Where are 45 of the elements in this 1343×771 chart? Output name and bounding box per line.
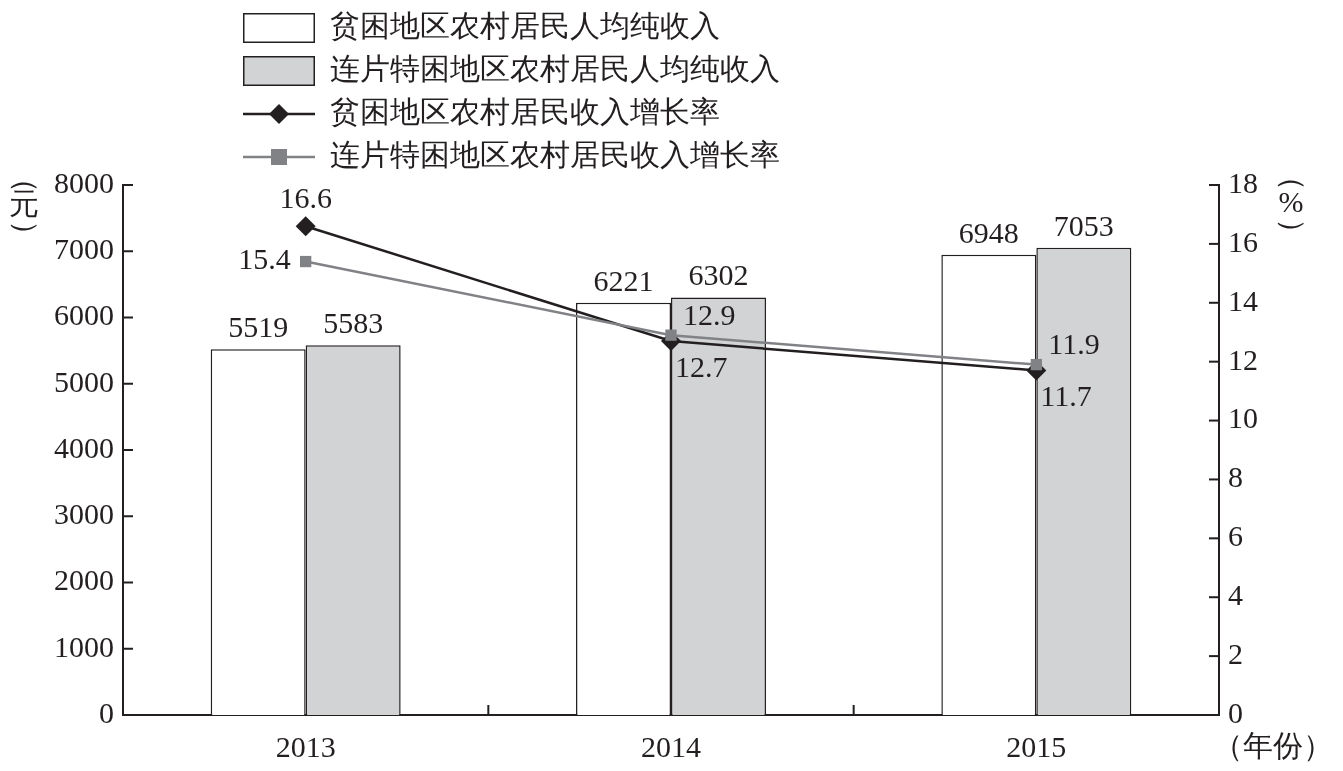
point [665,329,677,341]
data-label: 15.4 [238,242,291,276]
x-tick-label: 2013 [275,729,336,763]
point [300,255,312,268]
y2-tick-label: 18 [1228,165,1258,199]
y2-tick-label: 4 [1228,578,1243,612]
data-label: 6302 [688,258,749,292]
y-tick-label: 4000 [54,430,114,464]
data-label: 11.7 [1040,379,1092,413]
data-label: 5519 [228,310,289,344]
x-tick-label: 2014 [641,729,701,763]
y-tick-label: 3000 [54,497,114,531]
y2-tick-label: 2 [1228,636,1243,670]
data-label: 11.9 [1048,327,1100,361]
data-label: 12.9 [683,298,736,332]
x-axis-title: （年份） [1213,728,1333,762]
x-tick-label: 2015 [1006,729,1067,763]
y-tick-label: 1000 [54,629,114,663]
y2-tick-label: 10 [1228,401,1258,435]
y-tick-label: 6000 [54,298,114,332]
y-tick-label: 5000 [54,364,114,398]
legend-label: 连片特困地区农村居民收入增长率 [330,137,780,171]
legend-label: 连片特困地区农村居民人均纯收入 [330,51,780,85]
y-tick-label: 8000 [54,165,114,199]
y-tick-label: 7000 [54,232,114,266]
data-label: 12.7 [675,349,728,383]
y2-tick-label: 6 [1228,519,1243,553]
legend-label: 贫困地区农村居民收入增长率 [330,94,720,128]
data-label: 16.6 [279,181,332,215]
legend-label: 贫困地区农村居民人均纯收入 [330,8,720,42]
point [295,216,316,237]
y-tick-label: 0 [99,695,114,729]
y2-tick-label: 14 [1228,283,1258,317]
point [1030,358,1042,371]
y-axis-title: （元） [9,162,44,250]
y2-tick-label: 12 [1228,342,1258,376]
data-label: 6948 [958,215,1019,249]
data-label: 7053 [1053,208,1114,242]
y2-tick-label: 16 [1228,224,1258,258]
data-label: 6221 [593,263,654,297]
y-tick-label: 2000 [54,563,114,597]
y2-tick-label: 8 [1228,460,1243,494]
y2-tick-label: 0 [1228,695,1243,729]
data-label: 5583 [323,306,384,339]
y2-axis-title: （%） [1277,160,1311,248]
